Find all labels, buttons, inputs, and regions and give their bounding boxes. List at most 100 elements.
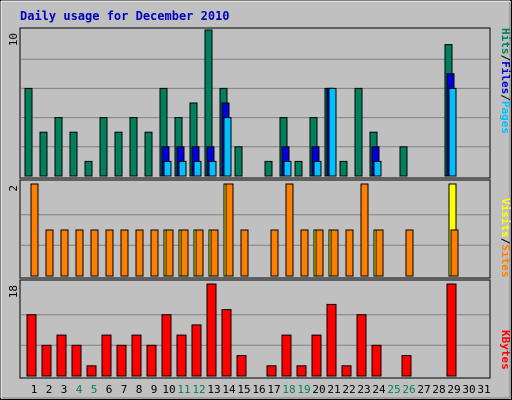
bar-sites	[360, 183, 369, 277]
bar-hits	[39, 131, 48, 177]
x-tick-label: 2	[46, 383, 53, 396]
bar-hits	[264, 160, 273, 177]
svg-text:Hits/Files/Pages: Hits/Files/Pages	[499, 28, 512, 134]
x-tick-label: 9	[151, 383, 158, 396]
x-tick-label: 25	[387, 383, 400, 396]
bar-hits	[234, 146, 243, 177]
bar-pages	[283, 160, 292, 177]
x-tick-label: 21	[327, 383, 340, 396]
bar-pages	[373, 160, 382, 177]
bar-sites	[60, 229, 69, 277]
bar-sites	[315, 229, 324, 277]
panels	[19, 27, 491, 379]
bar-pages	[223, 117, 232, 177]
bar-hits	[129, 117, 138, 177]
bar-sites	[90, 229, 99, 277]
x-tick-label: 28	[432, 383, 445, 396]
bar-kbytes	[266, 365, 277, 377]
grid-lines	[21, 58, 489, 346]
bar-sites	[195, 229, 204, 277]
bar-sites	[240, 229, 249, 277]
bar-hits	[399, 146, 408, 177]
x-tick-label: 18	[282, 383, 295, 396]
bar-sites	[300, 229, 309, 277]
x-tick-label: 14	[222, 383, 236, 396]
x-tick-label: 8	[136, 383, 143, 396]
x-tick-label: 19	[297, 383, 310, 396]
bar-kbytes	[341, 365, 352, 377]
legend-sep-3: /	[499, 238, 512, 245]
x-tick-label: 24	[372, 383, 386, 396]
x-tick-label: 23	[357, 383, 370, 396]
bar-hits	[54, 117, 63, 177]
bar-sites	[75, 229, 84, 277]
legend-kbytes: KBytes	[499, 330, 512, 370]
panel-hits	[19, 27, 491, 179]
bar-hits	[84, 160, 93, 177]
y-max-label-visits: 2	[7, 185, 20, 192]
x-tick-label: 17	[267, 383, 280, 396]
bar-pages	[313, 160, 322, 177]
bar-kbytes	[161, 314, 172, 377]
bar-kbytes	[56, 334, 67, 377]
bar-pages	[178, 160, 187, 177]
bar-sites	[405, 229, 414, 277]
bar-kbytes	[356, 314, 367, 377]
panel-kbytes	[19, 279, 491, 379]
x-tick-label: 7	[121, 383, 128, 396]
x-tick-label: 6	[106, 383, 113, 396]
legend-files: Files	[499, 61, 512, 94]
x-tick-label: 3	[61, 383, 68, 396]
x-tick-label: 30	[462, 383, 475, 396]
x-tick-label: 11	[177, 383, 190, 396]
bar-kbytes	[326, 303, 337, 377]
legend-pages: Pages	[499, 101, 512, 134]
bar-kbytes	[221, 309, 232, 377]
bar-pages	[163, 160, 172, 177]
bar-sites	[225, 183, 234, 277]
legend-hits-files-pages: Hits/Files/Pages	[499, 28, 512, 134]
bar-kbytes	[446, 283, 457, 377]
x-tick-label: 22	[342, 383, 355, 396]
bar-sites	[45, 229, 54, 277]
bar-sites	[180, 229, 189, 277]
bar-hits	[24, 87, 33, 177]
x-tick-label: 20	[312, 383, 325, 396]
bar-sites	[270, 229, 279, 277]
bar-pages	[328, 87, 337, 177]
y-max-label-hits: 10	[7, 33, 20, 46]
legend-visits: Visits	[499, 198, 512, 238]
y-max-label-kbytes: 18	[7, 285, 20, 298]
bar-kbytes	[101, 334, 112, 377]
bar-pages	[448, 87, 457, 177]
bar-kbytes	[311, 334, 322, 377]
bar-kbytes	[71, 344, 82, 377]
legend-sep-2: /	[499, 94, 512, 101]
x-axis-day-labels: 1 2 3 4 5 6 7 8 9 10 11 12 13 14 15 16 17 18 19 20 21 22 23 24 2…	[31, 383, 491, 396]
bar-kbytes	[116, 344, 127, 377]
bar-sites	[150, 229, 159, 277]
bar-pages	[193, 160, 202, 177]
bar-sites	[210, 229, 219, 277]
bar-pages	[208, 160, 217, 177]
bar-sites	[135, 229, 144, 277]
bar-hits	[69, 131, 78, 177]
x-tick-label: 12	[192, 383, 205, 396]
bar-kbytes	[41, 344, 52, 377]
legend-sep-1: /	[499, 55, 512, 62]
bar-hits	[354, 87, 363, 177]
bar-hits	[339, 160, 348, 177]
bar-kbytes	[206, 283, 217, 377]
x-tick-label: 13	[207, 383, 220, 396]
x-tick-label: 4	[76, 383, 83, 396]
bar-kbytes	[146, 344, 157, 377]
bar-sites	[375, 229, 384, 277]
bar-sites	[450, 229, 459, 277]
x-tick-label: 10	[162, 383, 175, 396]
bar-hits	[144, 131, 153, 177]
x-tick-label: 16	[252, 383, 265, 396]
chart-title: Daily usage for December 2010	[20, 9, 230, 23]
bar-sites	[330, 229, 339, 277]
bar-kbytes	[176, 334, 187, 377]
